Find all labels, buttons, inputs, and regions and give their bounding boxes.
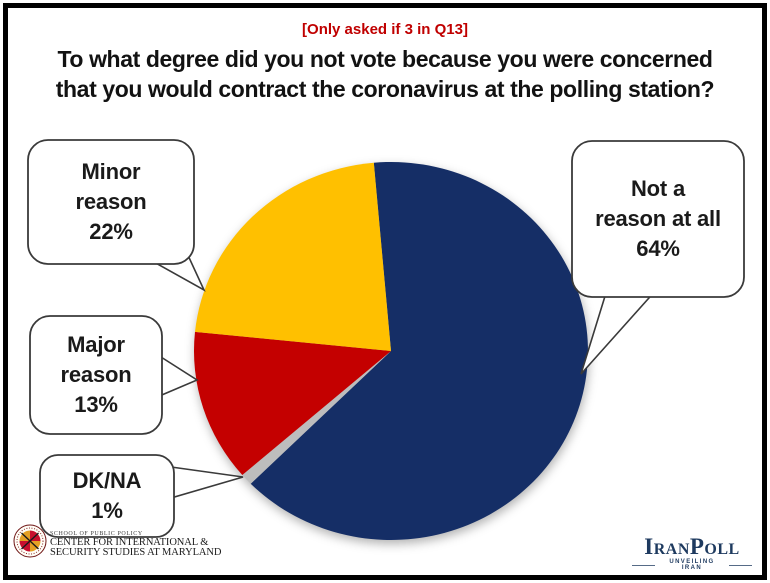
iranpoll-tagline-text: UNVEILING IRAN — [669, 559, 715, 571]
tagline-rule-left — [632, 564, 656, 566]
pie-slice-not-a-reason-at-all — [250, 161, 588, 540]
pie-slice-minor-reason — [195, 162, 391, 351]
callout-bubble-minor-reason — [27, 139, 195, 265]
callout-label-not-a-reason-at-all: Not a reason at all 64% — [572, 141, 744, 297]
pie-slice-dk-na — [242, 351, 391, 484]
callout-notareason-line1: Not a — [630, 176, 685, 201]
callout-shapes — [27, 139, 745, 538]
tagline-rule-right — [728, 564, 752, 566]
question-title-line2: that you would contract the coronavirus … — [55, 76, 715, 102]
callout-bubble-dk-na — [39, 454, 175, 538]
callout-label-major-reason: Major reason 13% — [30, 316, 162, 434]
condition-note: [Only asked if 3 in Q13] — [302, 21, 468, 38]
callout-notareason-value: 64% — [636, 236, 680, 261]
callout-major-value: 13% — [74, 392, 118, 417]
pie-slices — [193, 161, 588, 540]
callout-dkna-line1: DK/NA — [72, 468, 142, 493]
callout-tail-dk-na — [163, 465, 244, 502]
callout-notareason-line2: reason at all — [595, 206, 721, 231]
callout-label-minor-reason: Minor reason 22% — [28, 140, 194, 264]
iranpoll-tagline: UNVEILING IRAN — [632, 559, 752, 571]
callout-bubble-major-reason — [29, 315, 163, 435]
question-title: To what degree did you not vote because … — [0, 44, 770, 104]
callout-major-line2: reason — [60, 362, 132, 387]
iranpoll-wordmark: IranPoll — [644, 534, 740, 559]
callout-major-line1: Major — [67, 332, 125, 357]
umd-center-line1: CENTER FOR INTERNATIONAL & — [50, 537, 209, 548]
umd-center-line2: SECURITY STUDIES AT MARYLAND — [50, 546, 222, 558]
callout-bubble-not-a-reason-at-all — [571, 140, 745, 298]
callout-minor-line1: Minor — [81, 159, 141, 184]
callout-label-dk-na: DK/NA 1% — [40, 455, 174, 537]
callout-minor-value: 22% — [89, 219, 133, 244]
umd-logo-block: SCHOOL OF PUBLIC POLICY CENTER FOR INTER… — [13, 524, 221, 558]
question-title-line1: To what degree did you not vote because … — [57, 46, 713, 72]
umd-seal-icon — [13, 524, 47, 558]
umd-text: SCHOOL OF PUBLIC POLICY CENTER FOR INTER… — [50, 531, 221, 557]
iranpoll-logo: IranPoll UNVEILING IRAN — [632, 534, 752, 571]
callout-dkna-value: 1% — [91, 498, 123, 523]
pie-slice-major-reason — [193, 331, 391, 475]
umd-school-line: SCHOOL OF PUBLIC POLICY — [50, 531, 143, 537]
callout-minor-line2: reason — [75, 189, 147, 214]
